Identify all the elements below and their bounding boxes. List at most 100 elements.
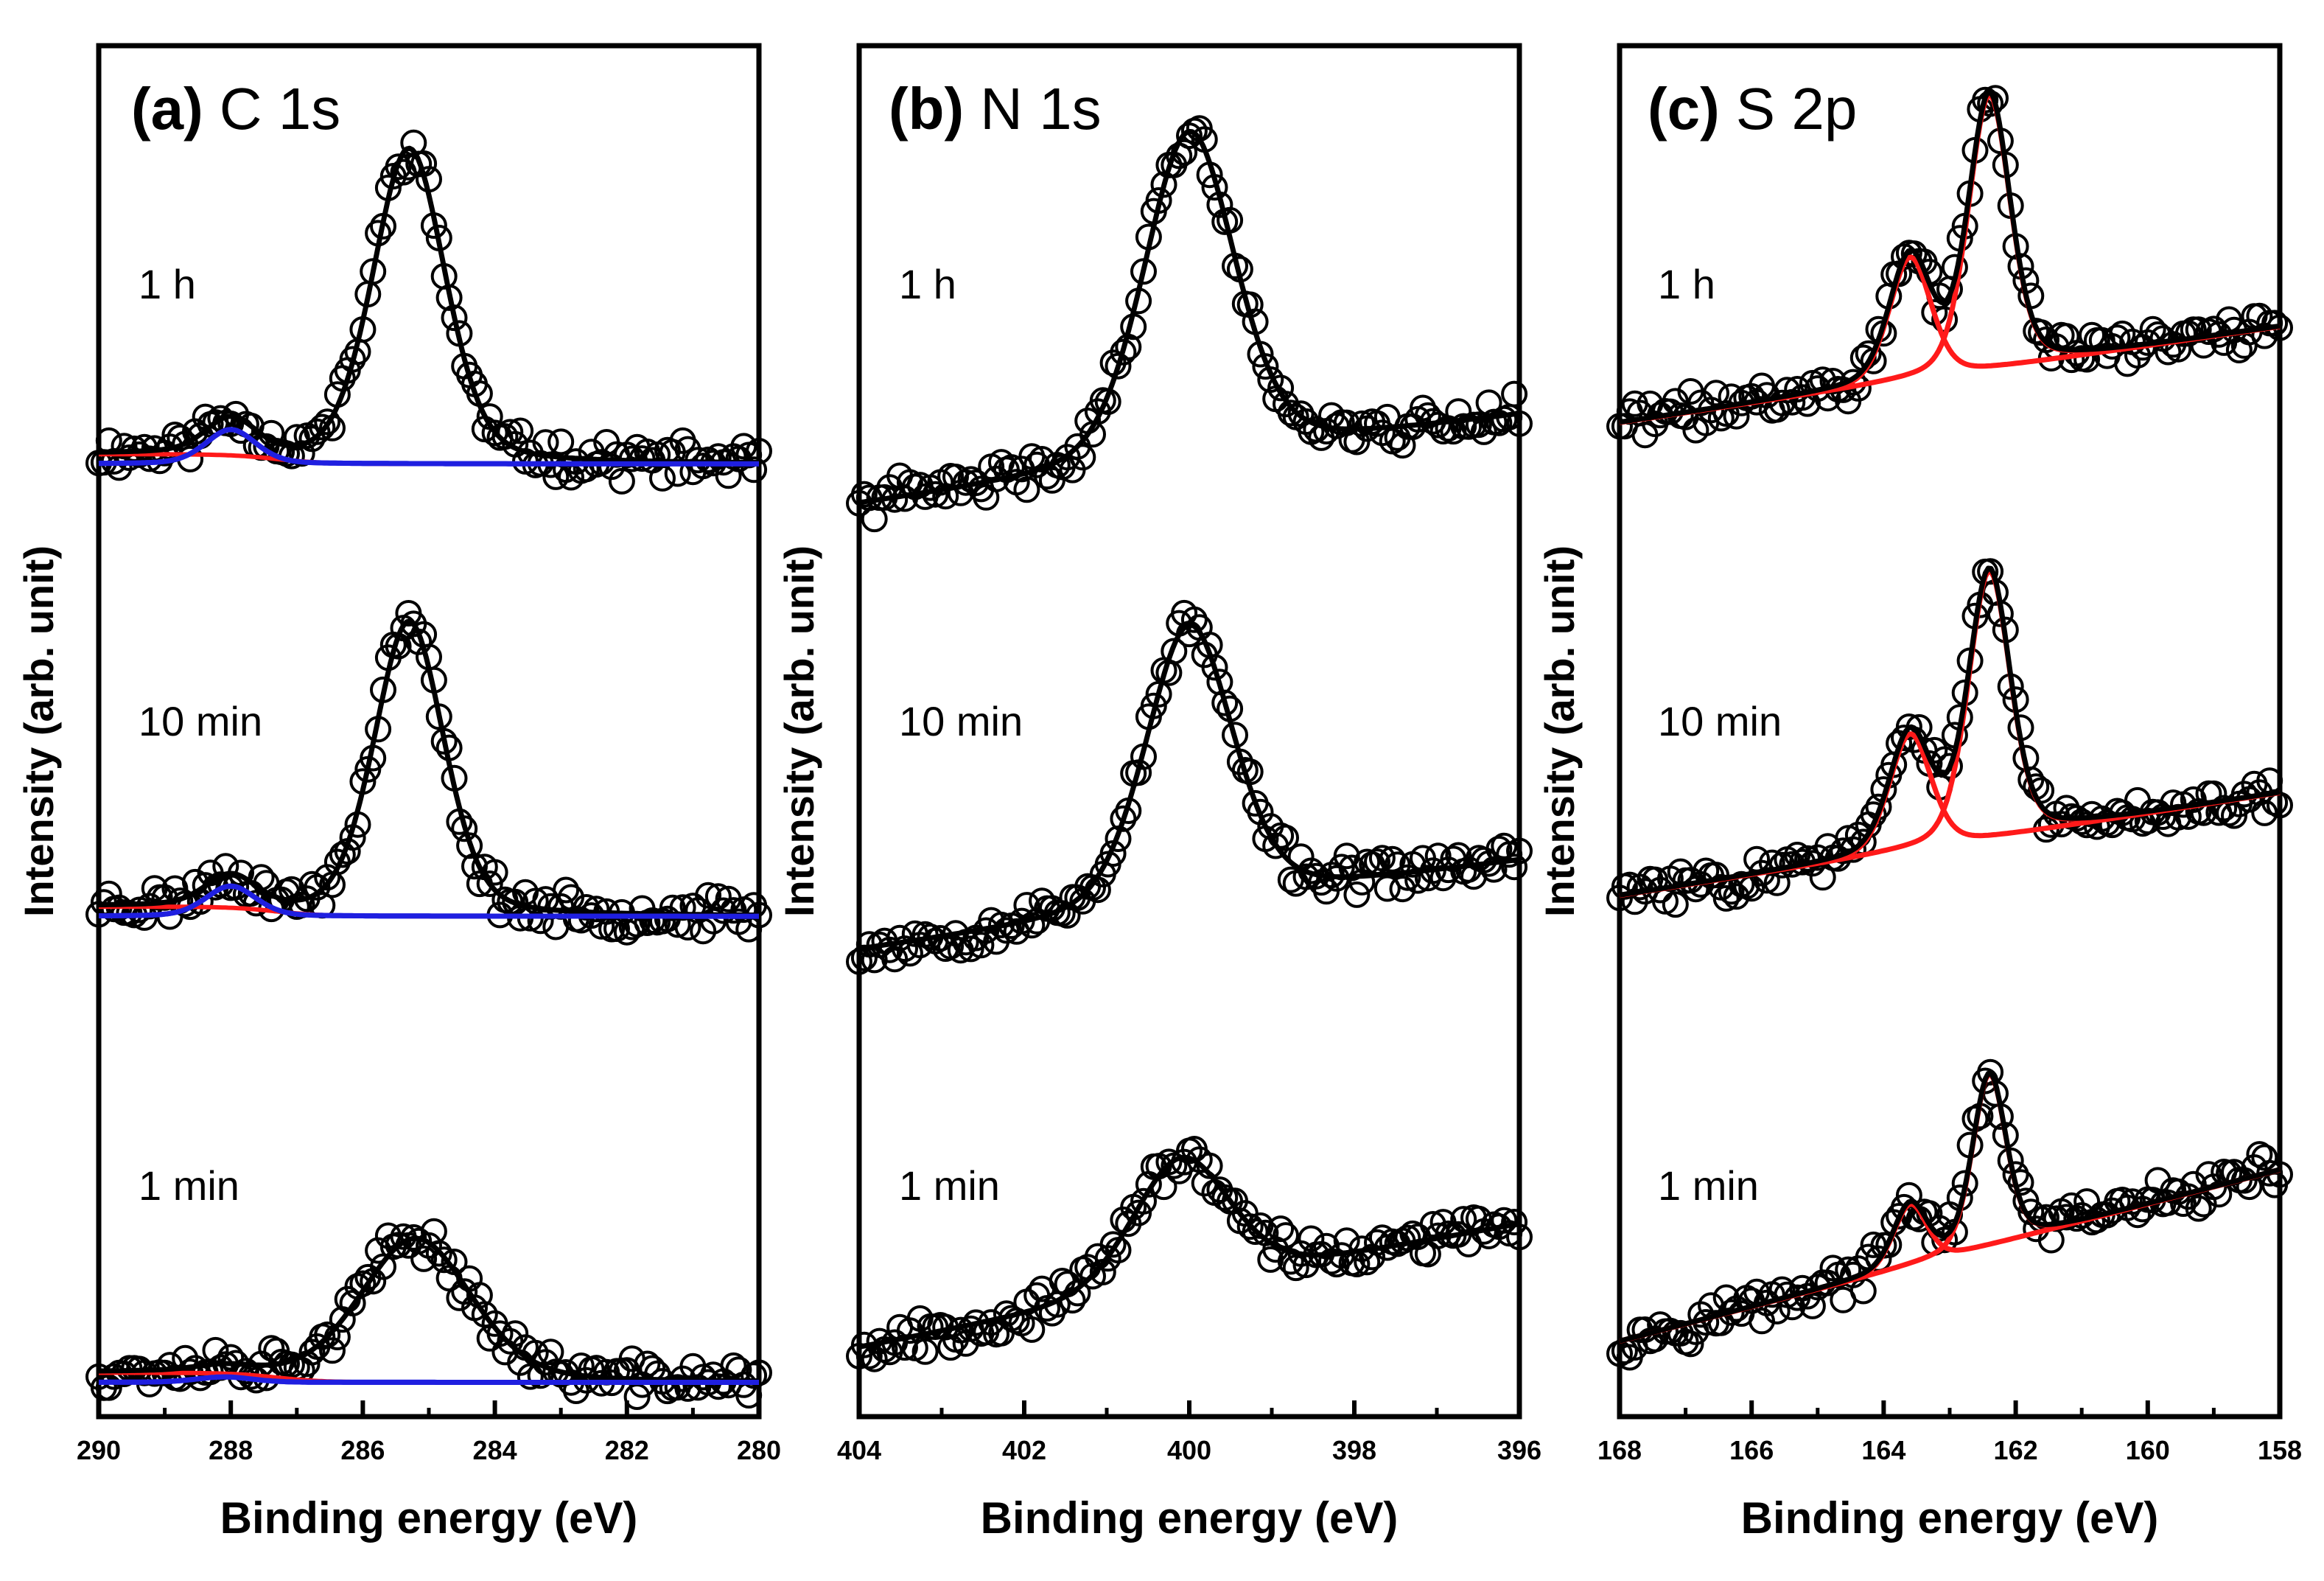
x-tick-label: 288 xyxy=(209,1435,253,1465)
data-point xyxy=(1480,856,1508,883)
data-point xyxy=(522,887,549,915)
data-point xyxy=(2185,316,2212,343)
data-point xyxy=(309,413,336,441)
fit-envelope xyxy=(98,145,759,465)
data-point xyxy=(1130,1187,1157,1215)
data-point xyxy=(2251,1144,2278,1171)
data-point xyxy=(547,428,575,456)
x-tick-label: 284 xyxy=(473,1435,517,1465)
series-10-min xyxy=(846,599,1533,975)
data-point xyxy=(1662,891,1689,918)
panel-s2p: (c) S 2p Intensity (arb. unit) Binding en… xyxy=(1536,43,2302,1543)
x-tick-label: 164 xyxy=(1861,1435,1905,1465)
data-point xyxy=(314,408,341,436)
fit-envelope xyxy=(1619,1070,2281,1344)
data-point xyxy=(911,1338,939,1365)
data-point xyxy=(690,1364,717,1391)
fit-envelope xyxy=(858,622,1520,952)
trace-label-10min: 10 min xyxy=(899,698,1023,744)
data-point xyxy=(385,153,412,181)
fit-envelope xyxy=(1619,89,2281,425)
x-tick-label: 162 xyxy=(1994,1435,2038,1465)
data-point xyxy=(1368,845,1396,872)
spectra xyxy=(85,129,772,1410)
data-point xyxy=(2185,1195,2212,1222)
trace-label-1h: 1 h xyxy=(899,261,956,307)
data-point xyxy=(1465,411,1492,439)
panel-title: (a) C 1s xyxy=(131,76,340,142)
data-point xyxy=(1069,444,1096,471)
data-point xyxy=(1712,884,1740,912)
y-axis-label: Intensity (arb. unit) xyxy=(1536,545,1583,917)
data-point xyxy=(583,896,610,923)
data-point xyxy=(2139,315,2166,343)
data-point xyxy=(1972,86,1999,114)
series-10-min xyxy=(1606,558,2293,918)
data-point xyxy=(1267,1215,1295,1243)
data-point xyxy=(1501,1209,1528,1235)
series-1-h xyxy=(85,129,772,495)
trace-label-1min: 1 min xyxy=(899,1162,1000,1209)
data-point xyxy=(410,1245,438,1272)
data-point xyxy=(861,506,888,533)
data-point xyxy=(1799,1292,1826,1319)
data-point xyxy=(1125,1199,1152,1226)
component-curve-blue-front xyxy=(99,883,759,919)
data-point xyxy=(1236,1213,1264,1240)
panel-letter: (c) xyxy=(1648,76,1720,142)
series-10-min xyxy=(85,600,772,946)
panel-title: (c) S 2p xyxy=(1648,76,1857,142)
spectra xyxy=(846,115,1533,1372)
component-curve-blue-front xyxy=(98,427,759,467)
data-point xyxy=(1895,713,1922,740)
data-point xyxy=(2160,789,2187,817)
data-point xyxy=(1491,1207,1518,1234)
x-tick-label: 402 xyxy=(1002,1435,1046,1465)
data-point xyxy=(690,918,717,945)
data-point xyxy=(1768,389,1796,416)
data-point xyxy=(850,481,878,508)
trace-label-1h: 1 h xyxy=(1658,261,1715,307)
data-point xyxy=(1018,912,1046,939)
data-point xyxy=(1394,1224,1421,1252)
data-point xyxy=(1936,753,1963,780)
spectra xyxy=(1606,85,2293,1371)
panel-c1s: (a) C 1s Intensity (arb. unit) Binding en… xyxy=(15,43,781,1543)
data-point xyxy=(993,917,1020,944)
y-axis-label: Intensity (arb. unit) xyxy=(15,545,62,917)
data-point xyxy=(1394,864,1421,891)
x-axis-label: Binding energy (eV) xyxy=(1741,1493,2159,1543)
panel-name: N 1s xyxy=(980,76,1102,142)
series-1-h xyxy=(1606,85,2293,449)
data-point xyxy=(430,1246,458,1274)
panel-name: C 1s xyxy=(220,76,341,142)
x-tick-label: 286 xyxy=(340,1435,385,1465)
data-point xyxy=(1501,854,1528,881)
data-point xyxy=(1099,1231,1127,1258)
data-point xyxy=(1343,881,1371,908)
data-point xyxy=(649,464,676,492)
data-point xyxy=(1267,374,1295,402)
data-point xyxy=(659,894,686,921)
data-point xyxy=(704,883,732,910)
panel-title: (b) N 1s xyxy=(889,76,1102,142)
data-point xyxy=(2043,1205,2070,1232)
x-ticks: 168 166 164 162 160 158 xyxy=(1597,1400,2302,1465)
series-1-min xyxy=(85,1218,772,1410)
data-point xyxy=(1677,1330,1704,1358)
fit-envelope xyxy=(98,1235,759,1383)
data-point xyxy=(1013,476,1040,503)
data-point xyxy=(111,433,138,460)
data-point xyxy=(319,1337,346,1364)
x-tick-label: 404 xyxy=(837,1435,881,1465)
data-point xyxy=(1242,1218,1269,1245)
fit-envelope xyxy=(858,1154,1520,1350)
data-point xyxy=(608,467,635,495)
data-point xyxy=(1211,689,1239,716)
data-point xyxy=(314,1321,341,1348)
x-axis-label: Binding energy (eV) xyxy=(220,1493,638,1543)
data-point xyxy=(1506,410,1533,437)
data-point xyxy=(704,1373,732,1400)
data-point xyxy=(1201,654,1228,681)
data-point xyxy=(2221,802,2247,829)
